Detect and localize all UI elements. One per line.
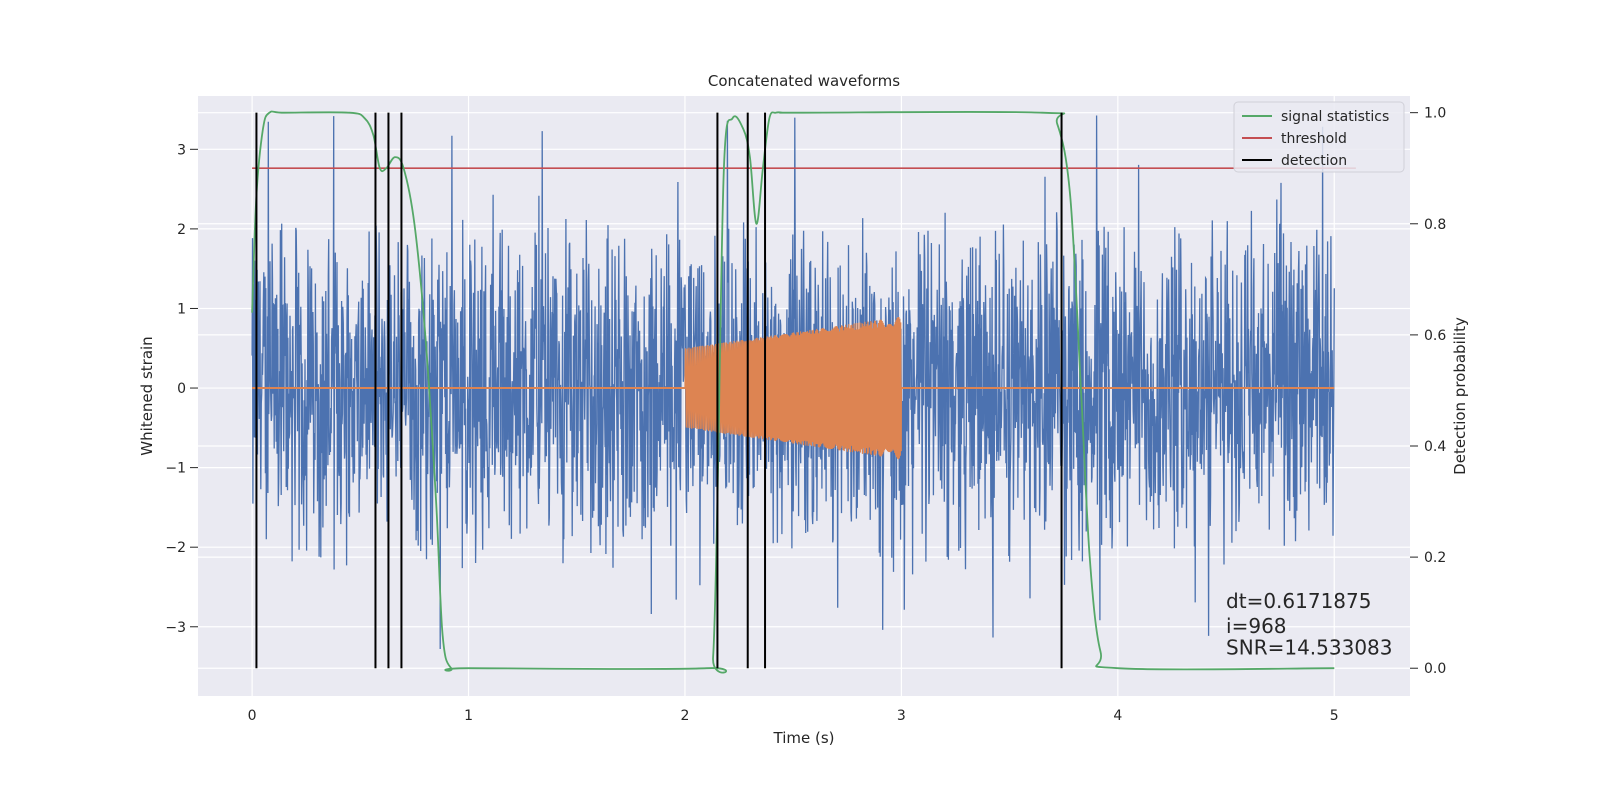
y-left-tick-label-6: 3 — [177, 142, 186, 158]
x-axis-label: Time (s) — [773, 729, 835, 747]
y-right-tick-label-3: 0.6 — [1424, 328, 1446, 344]
legend-label-0: signal statistics — [1281, 109, 1389, 125]
y-left-tick-label-0: −3 — [165, 620, 186, 636]
x-tick-label-5: 5 — [1330, 708, 1339, 724]
x-tick-label-4: 4 — [1113, 708, 1122, 724]
chart-title: Concatenated waveforms — [708, 72, 900, 90]
series-detection — [255, 112, 1063, 669]
y-left-tick-label-2: −1 — [165, 461, 186, 477]
y-left-tick-label-4: 1 — [177, 301, 186, 317]
legend: signal statistics threshold detection — [1233, 101, 1405, 173]
series-noise-strain — [251, 115, 1335, 650]
annotation-0: dt=0.6171875 — [1226, 589, 1371, 613]
annotation-2: SNR=14.533083 — [1226, 635, 1392, 659]
y-right-tick-label-4: 0.8 — [1424, 217, 1446, 233]
axis-ticks: 0 1 2 3 4 5 −3 −2 −1 0 1 2 3 0.0 0.2 0.4 0.6 0.8 1.0 — [165, 106, 1446, 724]
y-right-tick-label-1: 0.2 — [1424, 550, 1446, 566]
y-axis-left-label: Whitened strain — [138, 336, 156, 455]
y-right-tick-label-0: 0.0 — [1424, 661, 1446, 677]
noise-strain-line — [251, 115, 1335, 650]
x-tick-label-2: 2 — [681, 708, 690, 724]
annotation-1: i=968 — [1226, 614, 1287, 638]
series-injected-chirp — [252, 316, 1335, 460]
y-right-tick-label-5: 1.0 — [1424, 106, 1446, 122]
x-tick-label-1: 1 — [464, 708, 473, 724]
y-axis-right-label: Detection probability — [1451, 317, 1469, 475]
legend-label-2: detection — [1281, 153, 1347, 169]
y-left-tick-label-1: −2 — [165, 540, 186, 556]
legend-box — [1233, 101, 1405, 173]
y-right-tick-label-2: 0.4 — [1424, 439, 1446, 455]
x-tick-label-3: 3 — [897, 708, 906, 724]
legend-label-1: threshold — [1281, 131, 1347, 147]
chirp-line — [684, 316, 902, 460]
x-tick-label-0: 0 — [248, 708, 257, 724]
y-left-tick-label-5: 2 — [177, 222, 186, 238]
y-left-tick-label-3: 0 — [177, 381, 186, 397]
